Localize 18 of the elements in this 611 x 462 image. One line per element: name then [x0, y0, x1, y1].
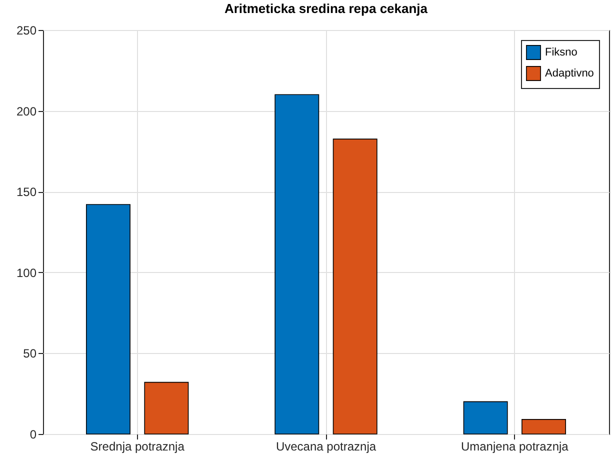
y-tick-label: 0 — [30, 428, 37, 442]
bar — [332, 138, 378, 434]
y-tick-label: 250 — [16, 24, 37, 38]
y-tick-label: 200 — [16, 104, 37, 118]
bar — [86, 204, 130, 434]
x-tick-label: Srednja potraznja — [90, 440, 185, 454]
legend-label: Fiksno — [545, 46, 578, 58]
bar — [463, 401, 508, 434]
bar — [274, 94, 320, 434]
legend-label: Adaptivno — [545, 68, 594, 80]
y-tick-label: 150 — [16, 185, 37, 200]
y-tick-label: 100 — [16, 266, 37, 280]
y-tick-label: 50 — [23, 346, 37, 361]
x-tick-label: Umanjena potraznja — [460, 440, 569, 454]
bar — [522, 419, 566, 434]
bar — [144, 382, 189, 434]
x-tick-label: Uvecana potraznja — [276, 440, 376, 454]
chart-title: Aritmeticka sredina repa cekanja — [224, 1, 428, 16]
